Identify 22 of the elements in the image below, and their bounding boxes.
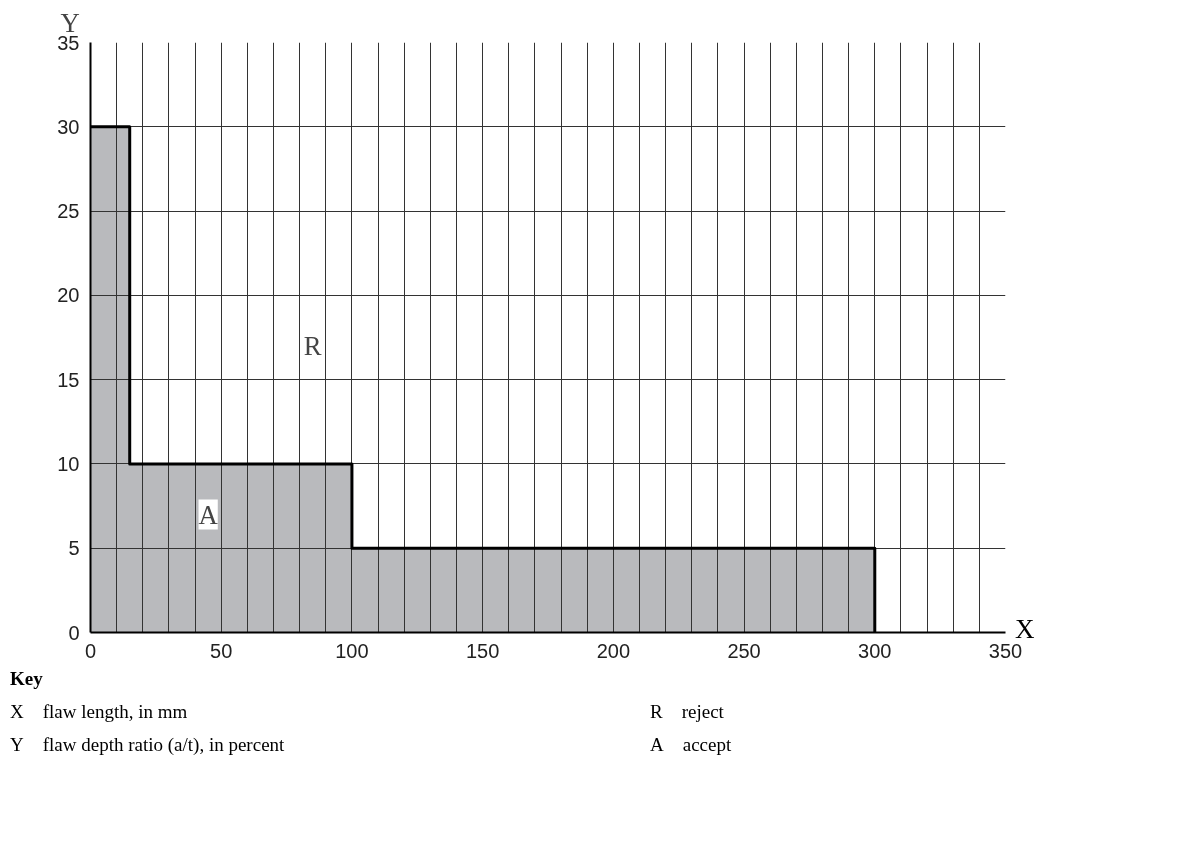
y-tick-label: 15	[57, 368, 80, 391]
y-tick-label: 30	[57, 115, 80, 138]
text: Y flaw depth ratio (a/t), in percent	[10, 733, 286, 758]
y-tick-label: 35	[57, 31, 80, 54]
annotation: A	[198, 499, 219, 530]
y-tick-label: 5	[68, 537, 80, 560]
x-tick-label: 150	[465, 639, 500, 662]
x-tick-label: 200	[596, 639, 631, 662]
text: Key	[10, 667, 44, 691]
y-tick-label: 20	[57, 284, 80, 307]
text: X flaw length, in mm	[10, 700, 189, 725]
x-tick-label: 0	[84, 639, 97, 662]
y-tick-label: 25	[57, 200, 80, 223]
y-tick-label: 10	[57, 452, 80, 475]
annotation: R	[303, 330, 322, 361]
x-tick-label: 250	[727, 639, 761, 662]
text: R reject	[650, 700, 725, 725]
text: A accept	[650, 733, 733, 758]
y-tick-label: 0	[68, 621, 80, 644]
x-tick-label: 50	[210, 639, 233, 662]
x-tick-label: 100	[335, 639, 369, 662]
x-tick-label: 300	[858, 639, 892, 662]
